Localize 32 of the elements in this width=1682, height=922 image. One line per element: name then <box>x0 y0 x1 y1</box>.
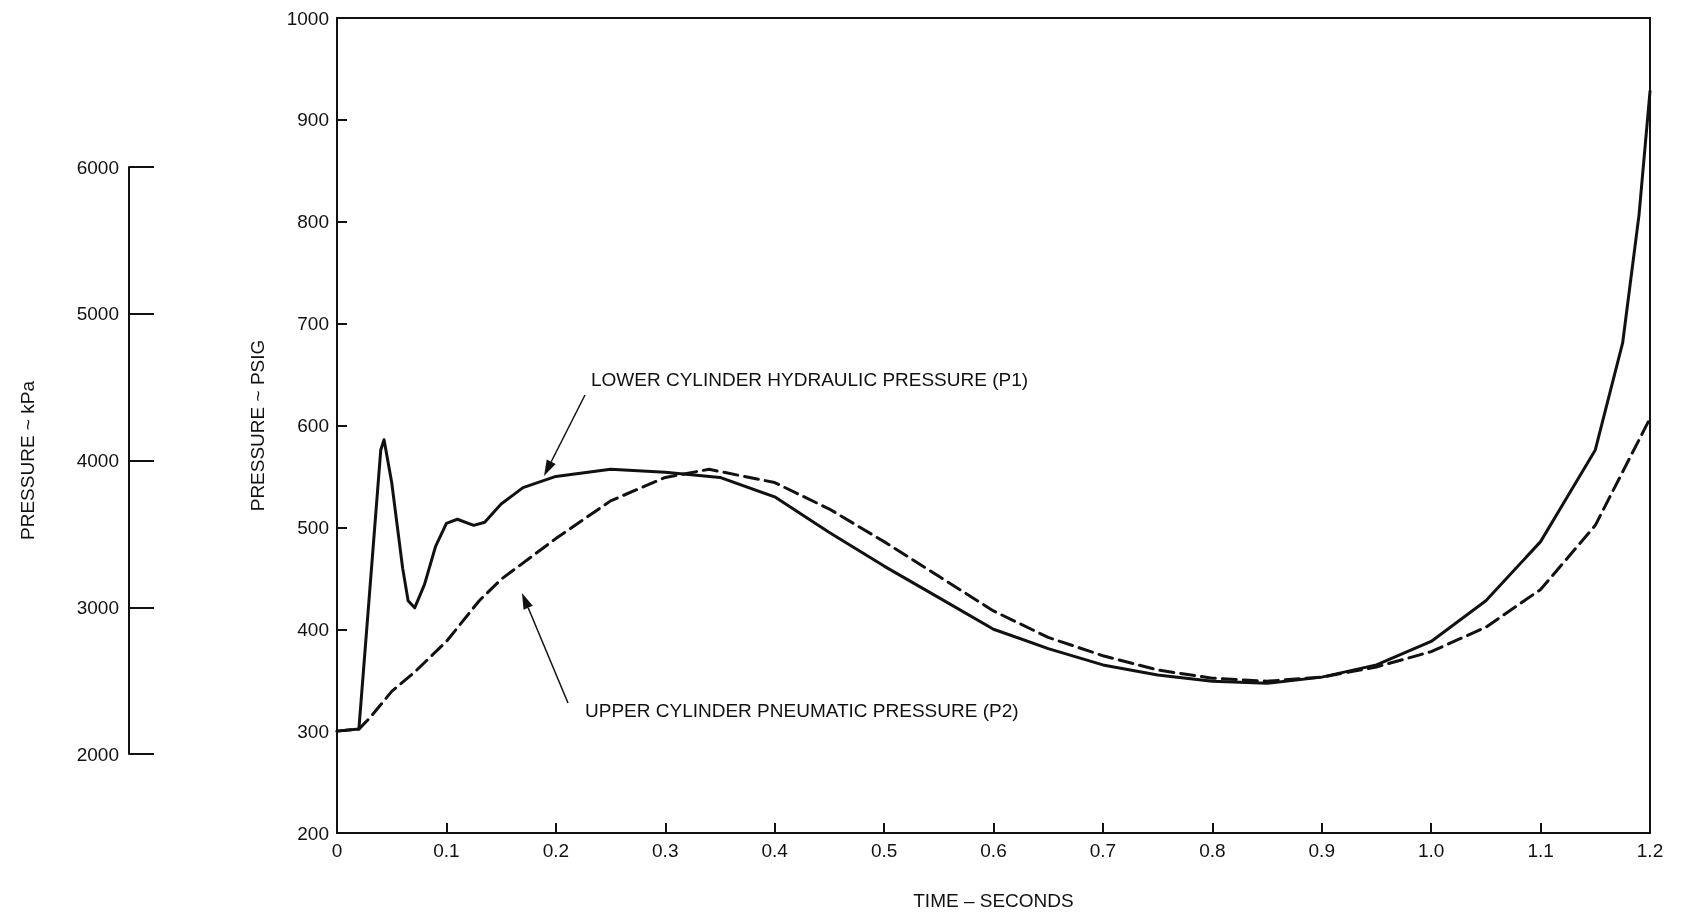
y-tick-label: 500 <box>297 516 329 538</box>
y-tick-label: 300 <box>297 720 329 742</box>
y2-tick-label: 6000 <box>76 156 119 178</box>
x-tick-label: 0.4 <box>761 840 789 861</box>
y2-tick-label: 2000 <box>76 743 119 765</box>
annotation: UPPER CYLINDER PNEUMATIC PRESSURE (P2) <box>585 699 1019 721</box>
x-tick-label: 0.2 <box>542 840 570 861</box>
y-tick-label: 1000 <box>286 7 329 29</box>
y-tick-label: 800 <box>297 211 329 233</box>
x-tick-label: 1.2 <box>1636 840 1664 861</box>
x-tick-label: 1.0 <box>1417 840 1445 861</box>
x-axis-title: TIME – SECONDS <box>913 890 1074 911</box>
y-tick-label: 400 <box>297 618 329 640</box>
y-tick-label: 600 <box>297 415 329 436</box>
x-tick-label: 0.3 <box>652 840 679 861</box>
x-tick-label: 0 <box>331 840 343 861</box>
annotation: LOWER CYLINDER HYDRAULIC PRESSURE (P1) <box>591 368 1029 390</box>
x-tick-label: 0.5 <box>870 840 898 861</box>
x-tick-label: 0.6 <box>980 840 1007 861</box>
y-tick-label: 200 <box>297 822 329 844</box>
y-tick-label: 700 <box>297 313 329 335</box>
x-tick-label: 0.8 <box>1199 840 1226 861</box>
y2-tick-label: 4000 <box>76 450 119 471</box>
y2-tick-label: 5000 <box>76 303 119 325</box>
x-tick-label: 0.7 <box>1089 840 1117 861</box>
x-tick-label: 0.9 <box>1308 840 1335 861</box>
y-axis-title: PRESSURE ~ PSIG <box>247 339 268 512</box>
x-tick-label: 0.1 <box>433 840 460 861</box>
y-tick-label: 900 <box>297 109 329 131</box>
y2-tick-label: 3000 <box>76 596 119 618</box>
y2-axis-title: PRESSURE ~ kPa <box>17 380 38 540</box>
x-tick-label: 1.1 <box>1527 840 1554 861</box>
